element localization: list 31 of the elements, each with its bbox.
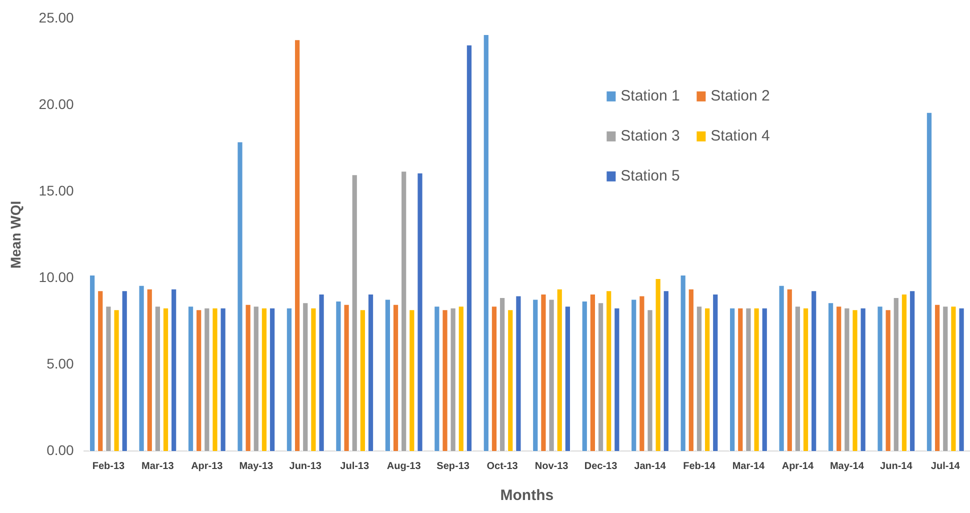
y-tick-label: 15.00 <box>38 182 74 198</box>
x-tick-label: Jun-14 <box>880 460 913 472</box>
legend-label: Station 5 <box>620 168 680 185</box>
x-tick-label: Jun-13 <box>289 460 322 472</box>
y-tick-label: 10.00 <box>38 268 74 285</box>
legend-label: Station 2 <box>710 88 770 105</box>
y-axis-title: Mean WQI <box>7 200 24 269</box>
x-axis-title: Months <box>500 487 554 504</box>
x-tick-label: Nov-13 <box>534 460 569 472</box>
x-tick-label: Apr-14 <box>782 460 814 472</box>
x-tick-label: Sep-13 <box>436 460 470 472</box>
x-tick-label: Jan-14 <box>634 460 666 472</box>
y-tick-label: 20.00 <box>38 96 74 112</box>
legend-label: Station 1 <box>620 88 680 105</box>
legend-label: Station 4 <box>710 128 770 145</box>
y-tick-label: 5.00 <box>46 355 74 372</box>
y-tick-label: 25.00 <box>38 9 74 26</box>
x-tick-label: May-14 <box>830 460 864 472</box>
x-tick-label: Oct-13 <box>486 460 518 472</box>
x-tick-label: Feb-14 <box>683 460 716 472</box>
x-tick-label: May-13 <box>239 460 274 472</box>
x-tick-label: Aug-13 <box>386 460 422 472</box>
x-tick-label: Feb-13 <box>92 460 126 472</box>
x-tick-label: Jul-14 <box>930 460 960 472</box>
x-tick-label: Dec-13 <box>584 460 618 472</box>
y-tick-label: 0.00 <box>46 442 74 458</box>
x-tick-label: Mar-13 <box>142 460 174 472</box>
x-tick-label: Apr-13 <box>191 460 224 472</box>
legend-label: Station 3 <box>620 128 680 145</box>
x-tick-label: Jul-13 <box>340 460 370 472</box>
x-tick-label: Mar-14 <box>732 460 766 472</box>
